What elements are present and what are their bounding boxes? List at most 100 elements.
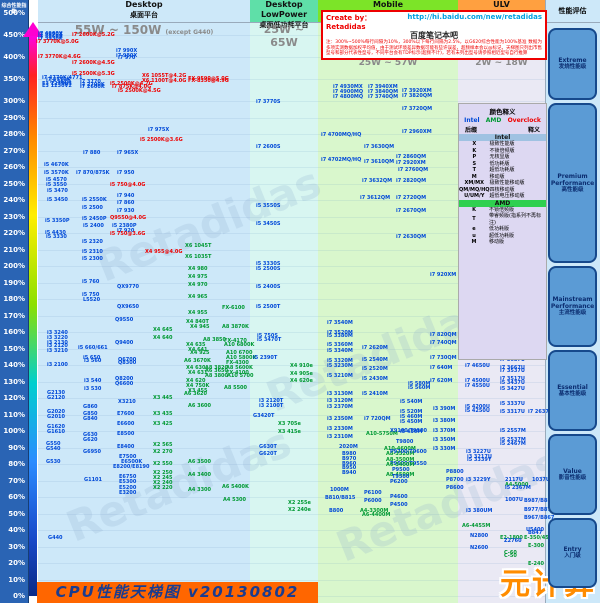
axis-tick-label: 120% — [3, 394, 25, 402]
cpu-label: U5400 — [526, 526, 544, 533]
column-name: Mobile — [372, 0, 404, 9]
column-name: ULV — [493, 0, 510, 9]
axis-tick-label: 220% — [3, 229, 25, 237]
gridline — [38, 79, 545, 80]
axis-tick-label: 230% — [3, 212, 25, 221]
cpu-label: i5 2380P — [112, 222, 137, 229]
cpu-label: G1610 — [47, 429, 66, 436]
cpu-label: i7 2820QM — [396, 178, 427, 185]
cpu-label: E8200/E8190 — [113, 463, 150, 470]
gridline — [38, 332, 545, 333]
author-url-link[interactable]: http://hi.baidu.com/new/retadidas — [407, 13, 542, 21]
create-by-label: Create by：Retadidas — [326, 14, 372, 31]
cpu-label: X4 635 — [186, 341, 206, 348]
performance-arrow-icon — [23, 22, 43, 37]
cpu-label: i7 870/875K — [76, 170, 110, 177]
cpu-label: X4 955 — [188, 310, 208, 317]
cpu-label: i5 3340M — [327, 348, 353, 355]
axis-tick-label: 70% — [8, 476, 25, 485]
legend-row: P 无核显版 — [472, 154, 510, 160]
cpu-label: i5 4430 — [45, 229, 66, 236]
cpu-label: X4 975 — [188, 274, 208, 281]
cpu-label: X2 240 — [153, 480, 173, 487]
axis-tick-label: 170% — [3, 311, 25, 320]
cpu-label: i7 4800MQ — [333, 93, 364, 100]
cpu-label: P8600 — [446, 485, 464, 492]
gridline — [38, 365, 545, 366]
cpu-label: i7 4700MQ/HQ — [321, 132, 362, 139]
gridline — [38, 167, 545, 168]
cpu-label: i5 460M — [400, 414, 423, 421]
cpu-label: X4 980 — [188, 265, 208, 272]
cpu-label: G620 — [83, 437, 98, 444]
info-box: Create by：Retadidas http://hi.baidu.com/… — [321, 10, 547, 60]
legend-intel-band: Intel — [459, 134, 546, 141]
cpu-label: i5 3470 — [47, 188, 68, 195]
cpu-label: G630 — [83, 432, 98, 439]
cpu-label: X3 415e — [278, 429, 301, 436]
cpu-label: i5 750S — [257, 333, 278, 340]
cpu-label: i7 3770 — [80, 79, 101, 86]
cpu-label: i7 3610QM — [364, 158, 395, 165]
cpu-label: i7 2600K@5.2G — [72, 32, 115, 39]
gridline — [38, 348, 545, 350]
axis-tick-label: 50% — [8, 509, 25, 518]
cpu-label: i5 2537M — [500, 437, 526, 444]
cpu-label: i7 620M — [430, 378, 453, 384]
cpu-label: FX-6100 — [222, 305, 245, 312]
cpu-label: i7 640M — [430, 364, 453, 371]
rating-column-title: 性能评估 — [545, 0, 600, 23]
cpu-label: Q9550@4.0G — [110, 214, 147, 221]
rating-box-entry: Entry 入门级 — [548, 518, 597, 588]
cpu-label: i7 3632QM — [362, 178, 393, 185]
cpu-label: i3 2100 — [47, 361, 68, 368]
cpu-label: i7 975X — [148, 127, 170, 134]
cpu-label: i5 560M — [408, 384, 431, 391]
cpu-label: E5200 — [119, 485, 137, 492]
cpu-label: i5 2320 — [82, 239, 103, 246]
cpu-label: i7 970 — [118, 55, 136, 62]
cpu-label: C-60 — [504, 549, 517, 556]
cpu-label: i5 2557M — [500, 427, 526, 434]
legend-row: K 不锁倍频版 — [472, 206, 515, 213]
cpu-label: i5 650 — [83, 354, 101, 361]
cpu-label: i7 3970X — [38, 32, 63, 39]
cpu-label: X4 631 — [188, 369, 208, 376]
cpu-label: 1000M — [330, 486, 349, 493]
rating-box-premium-performance: Premium Performance 高性能级 — [548, 103, 597, 263]
legend-suffix-header: 后缀 — [465, 127, 478, 134]
gridline — [38, 183, 545, 185]
cpu-label: i7 4500U — [465, 378, 490, 384]
cpu-label: P6000 — [364, 498, 382, 505]
cpu-label: i7 2670QM — [396, 208, 427, 215]
cpu-label: X4 925 — [190, 349, 210, 356]
cpu-label: i3 3240 — [47, 330, 68, 337]
cpu-label: i7 2600K — [80, 83, 105, 90]
gridline — [38, 464, 545, 465]
cpu-label: i7 4702MQ/HQ — [321, 156, 362, 163]
cpu-label: i3 530 — [84, 386, 102, 393]
cpu-label: A8-3520M — [386, 450, 415, 457]
cpu-label: i7 2700K — [80, 81, 105, 88]
cpu-label: i7 3720QM — [402, 105, 433, 112]
column-watt-lowpower: 25W ~ 65W — [263, 23, 305, 49]
column-header-desktop: Desktop 桌面平台 — [38, 0, 250, 23]
axis-tick-label: 500% — [3, 9, 25, 17]
cpu-label: A6 3600 — [188, 402, 212, 409]
axis-tick-label: 130% — [3, 377, 25, 386]
cpu-label: i5 2430M — [362, 376, 388, 383]
cpu-label: X9100/T9900 — [390, 427, 427, 434]
cpu-label: E8500 — [117, 430, 135, 437]
cpu-label: i5 2367M — [505, 485, 531, 492]
cpu-label: i7 3940XM — [368, 84, 398, 91]
cpu-label: i5 4570 — [46, 176, 67, 183]
cpu-label: i5 4250U — [465, 407, 490, 414]
cpu-label: A4-5000 — [505, 481, 529, 488]
axis-tick-label: 240% — [3, 196, 25, 204]
gridline — [38, 200, 545, 201]
rating-box-extreme: Extreme 发烧性能级 — [548, 28, 597, 100]
cpu-label: i7 2920XM — [396, 160, 426, 167]
cpu-label: A4 3300 — [188, 486, 212, 493]
column-bg-desktop — [38, 0, 251, 603]
cpu-label: P6100 — [364, 490, 382, 497]
